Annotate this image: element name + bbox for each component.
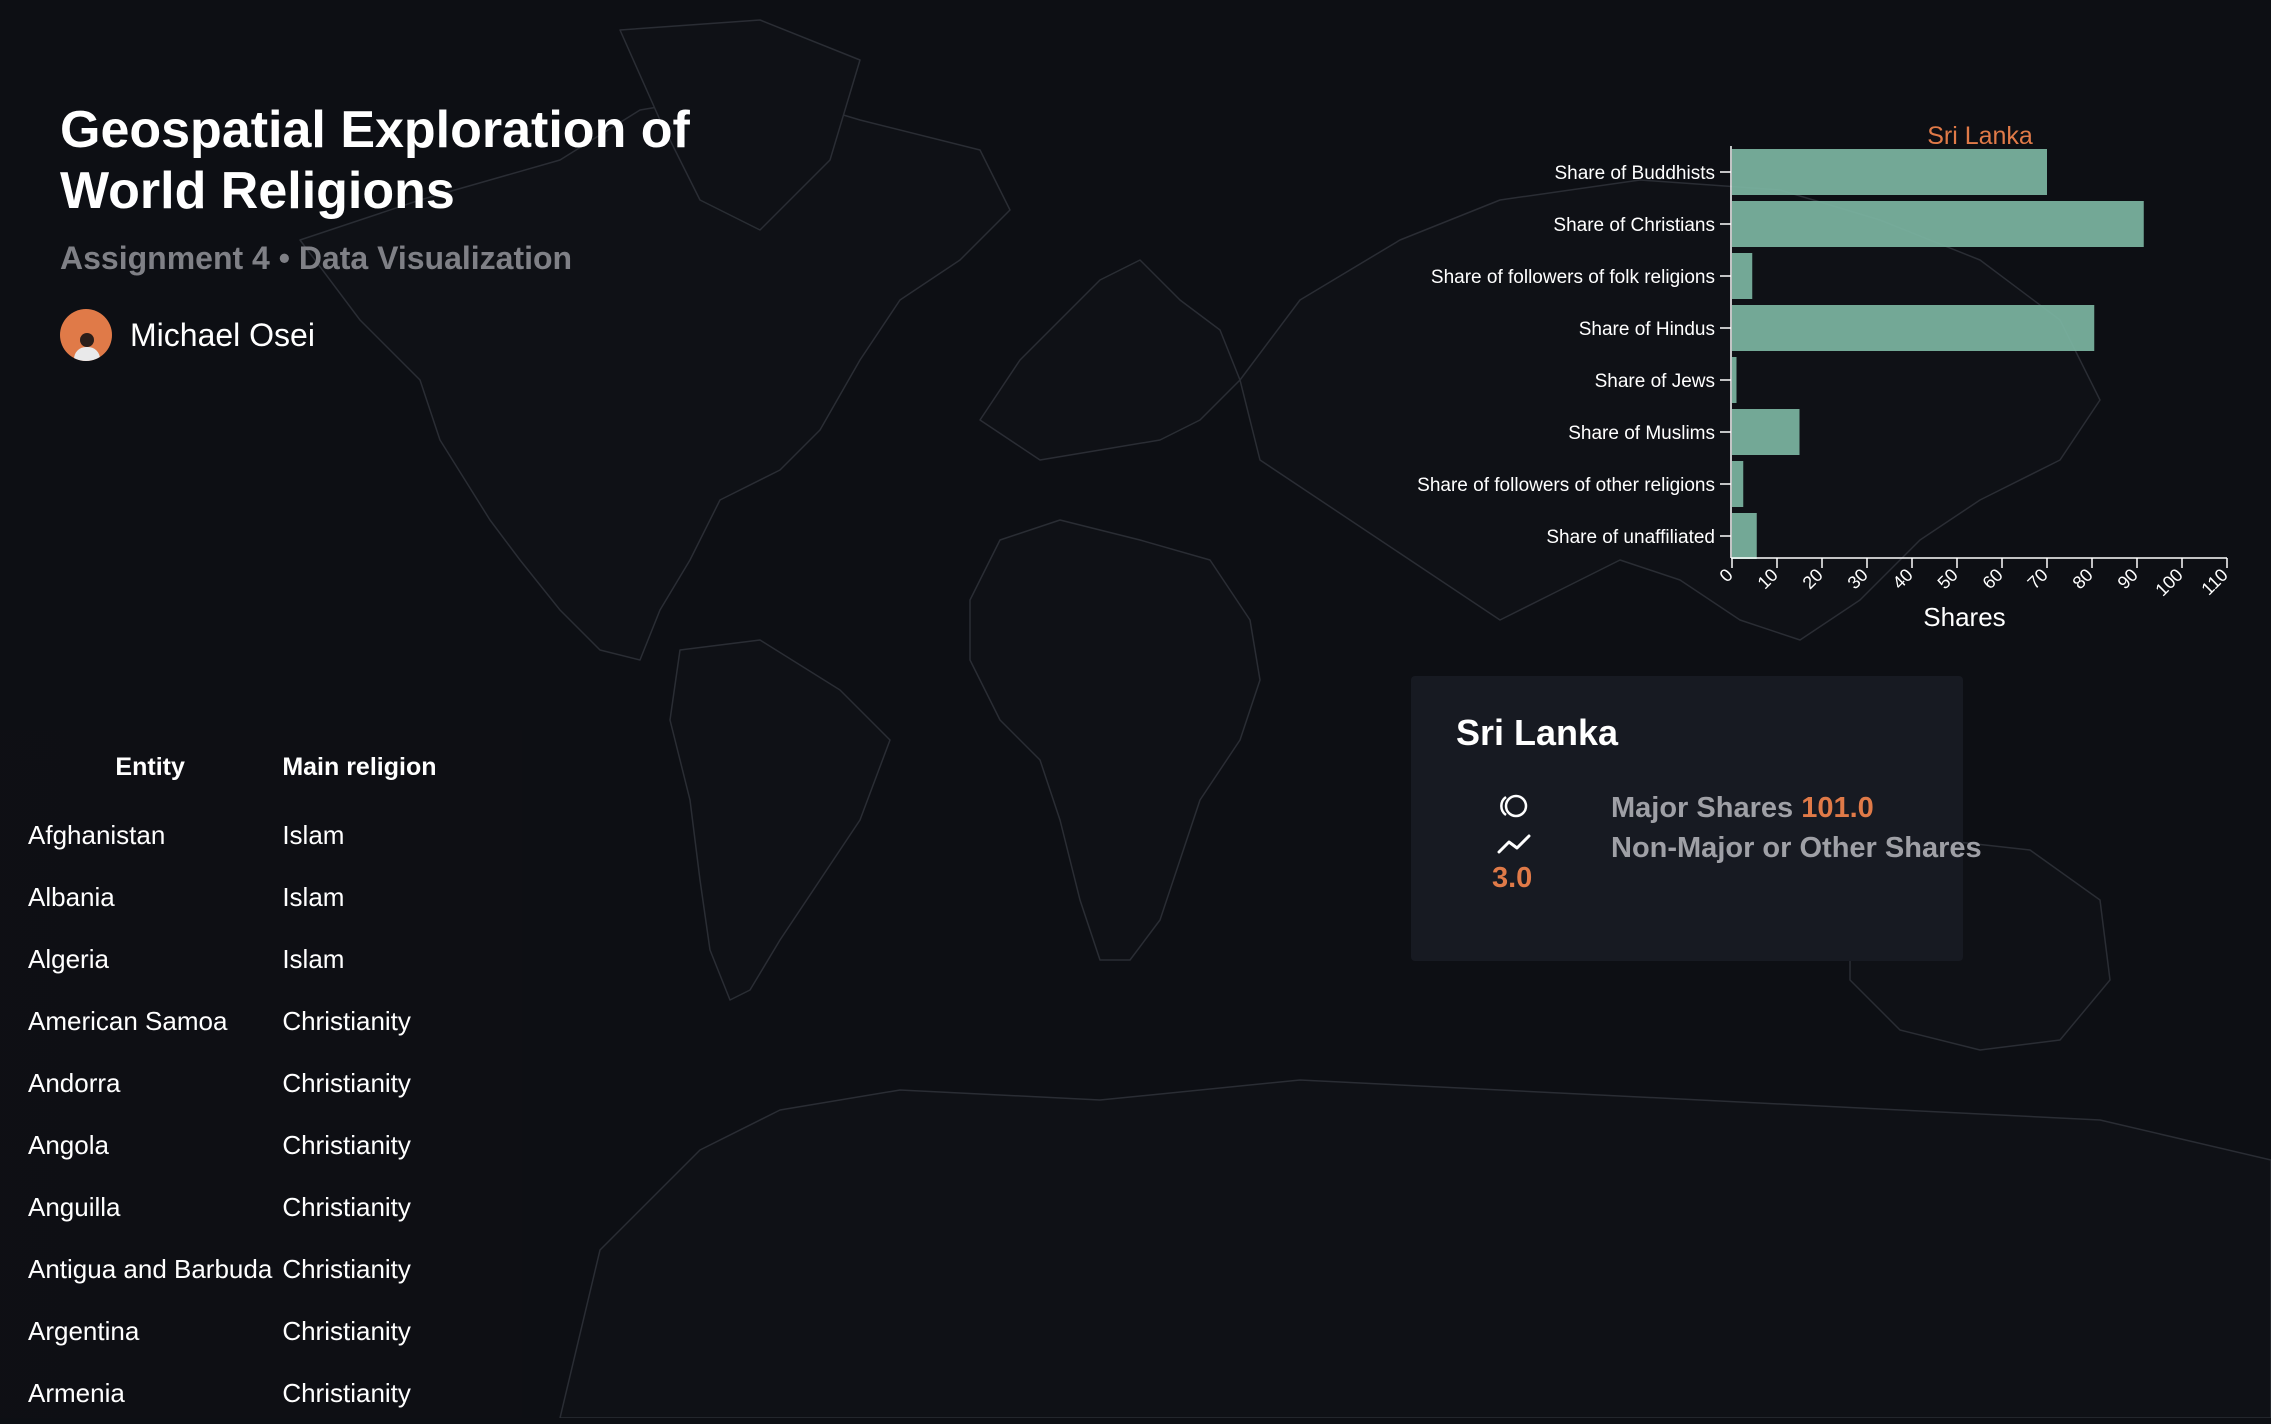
other-shares-label: Non-Major or Other Shares	[1611, 832, 1982, 864]
table-row[interactable]: Angola Christianity	[18, 1114, 447, 1176]
trend-line-icon	[1497, 834, 1531, 854]
y-tick-label: Share of Buddhists	[1554, 163, 1715, 184]
y-tick-label: Share of followers of folk religions	[1431, 267, 1715, 288]
table-row[interactable]: American Samoa Christianity	[18, 990, 447, 1052]
chart-title: Sri Lanka	[1927, 122, 2033, 150]
x-tick-label: 0	[1716, 565, 1737, 586]
bar-share-of-followers-of-folk-religions	[1732, 253, 1753, 299]
religion-cell: Islam	[282, 943, 345, 974]
entity-cell: Andorra	[28, 1067, 121, 1098]
other-shares-value: 3.0	[1492, 862, 1533, 894]
page-subtitle: Assignment 4 • Data Visualization	[60, 240, 573, 276]
table-row[interactable]: Anguilla Christianity	[18, 1176, 447, 1238]
table-row[interactable]: Andorra Christianity	[18, 1052, 447, 1114]
bar-share-of-unaffiliated	[1732, 513, 1757, 559]
page-title: Geospatial Exploration of World Religion…	[60, 100, 760, 222]
religion-cell: Christianity	[282, 1377, 411, 1408]
entity-cell: American Samoa	[28, 1005, 228, 1036]
x-tick-label: 30	[1844, 565, 1872, 593]
map-south-america[interactable]	[669, 639, 891, 1001]
bar-share-of-hindus	[1732, 305, 2095, 351]
author-block: Michael Osei	[60, 309, 760, 361]
avatar-body	[74, 347, 100, 361]
y-tick-label: Share of Muslims	[1568, 423, 1715, 444]
bar-share-of-christians	[1732, 201, 2144, 247]
religion-cell: Christianity	[282, 1253, 411, 1284]
religion-share-bar-chart: Sri Lanka Share of Buddhists Share of Chri…	[1417, 122, 2232, 632]
table-header-row: Entity Main religion	[18, 730, 447, 804]
religion-cell: Christianity	[282, 1191, 411, 1222]
tooltip-body: Major Shares 101.0 Non-Major or Other Sh…	[1456, 784, 1982, 924]
x-tick-label: 50	[1934, 565, 1962, 593]
y-tick-label: Share of unaffiliated	[1546, 527, 1715, 548]
author-name: Michael Osei	[130, 316, 315, 353]
religion-table-panel[interactable]: Entity Main religion Afghanistan Islam Al…	[0, 730, 522, 1418]
bar-share-of-jews	[1732, 357, 1737, 403]
bar-share-of-buddhists	[1732, 149, 2047, 195]
x-tick-label: 70	[2024, 565, 2052, 593]
entity-cell: Argentina	[28, 1315, 140, 1346]
x-tick-label: 110	[2197, 565, 2231, 599]
major-shares-label: Major Shares	[1611, 792, 1794, 824]
rings-icon	[1500, 794, 1528, 818]
table-row[interactable]: Algeria Islam	[18, 928, 447, 990]
entity-cell: Albania	[28, 881, 115, 912]
table-row[interactable]: Armenia Christianity	[18, 1362, 447, 1424]
map-europe[interactable]	[979, 259, 1241, 461]
y-tick-label: Share of Christians	[1553, 215, 1715, 236]
avatar-head	[80, 333, 94, 347]
tooltip-country-name: Sri Lanka	[1456, 712, 1619, 753]
avatar	[60, 309, 112, 361]
column-header-main-religion[interactable]: Main religion	[282, 752, 437, 781]
entity-cell: Angola	[28, 1129, 109, 1160]
x-tick-label: 40	[1889, 565, 1917, 593]
bar-share-of-followers-of-other-religions	[1732, 461, 1744, 507]
religion-table: Entity Main religion Afghanistan Islam Al…	[18, 730, 447, 1424]
map-africa[interactable]	[969, 519, 1261, 961]
x-axis-label: Shares	[1923, 602, 2005, 632]
table-row[interactable]: Albania Islam	[18, 866, 447, 928]
entity-cell: Antigua and Barbuda	[28, 1253, 273, 1284]
x-tick-label: 60	[1979, 565, 2007, 593]
x-tick-label: 10	[1754, 565, 1782, 593]
page-header: Geospatial Exploration of World Religion…	[60, 100, 760, 361]
entity-cell: Anguilla	[28, 1191, 121, 1222]
entity-cell: Algeria	[28, 943, 109, 974]
y-tick-label: Share of followers of other religions	[1417, 475, 1715, 496]
religion-cell: Islam	[282, 819, 345, 850]
table-row[interactable]: Afghanistan Islam	[18, 804, 447, 866]
y-tick-label: Share of Jews	[1595, 371, 1715, 392]
bar-share-of-muslims	[1732, 409, 1800, 455]
column-header-entity[interactable]: Entity	[115, 752, 185, 781]
x-tick-label: 100	[2151, 565, 2186, 600]
table-row[interactable]: Argentina Christianity	[18, 1300, 447, 1362]
country-tooltip: Sri Lanka Major Shares 101.0 Non-Major o…	[1411, 676, 1982, 961]
religion-cell: Christianity	[282, 1315, 411, 1346]
religion-cell: Christianity	[282, 1067, 411, 1098]
entity-cell: Afghanistan	[28, 819, 166, 850]
title-line-2: World Religions	[60, 162, 455, 220]
y-tick-label: Share of Hindus	[1579, 319, 1715, 340]
x-tick-label: 90	[2114, 565, 2142, 593]
major-shares-value: 101.0	[1801, 792, 1874, 824]
x-tick-label: 20	[1799, 565, 1827, 593]
x-tick-label: 80	[2069, 565, 2097, 593]
table-row[interactable]: Antigua and Barbuda Christianity	[18, 1238, 447, 1300]
religion-cell: Islam	[282, 881, 345, 912]
entity-cell: Armenia	[28, 1377, 125, 1408]
religion-cell: Christianity	[282, 1005, 411, 1036]
map-asia[interactable]	[1239, 179, 2101, 641]
map-greenland[interactable]	[619, 19, 861, 231]
major-shares-line: Major Shares 101.0	[1611, 792, 1874, 825]
religion-cell: Christianity	[282, 1129, 411, 1160]
title-line-1: Geospatial Exploration of	[60, 101, 690, 159]
map-antarctica[interactable]	[559, 1079, 2271, 1418]
